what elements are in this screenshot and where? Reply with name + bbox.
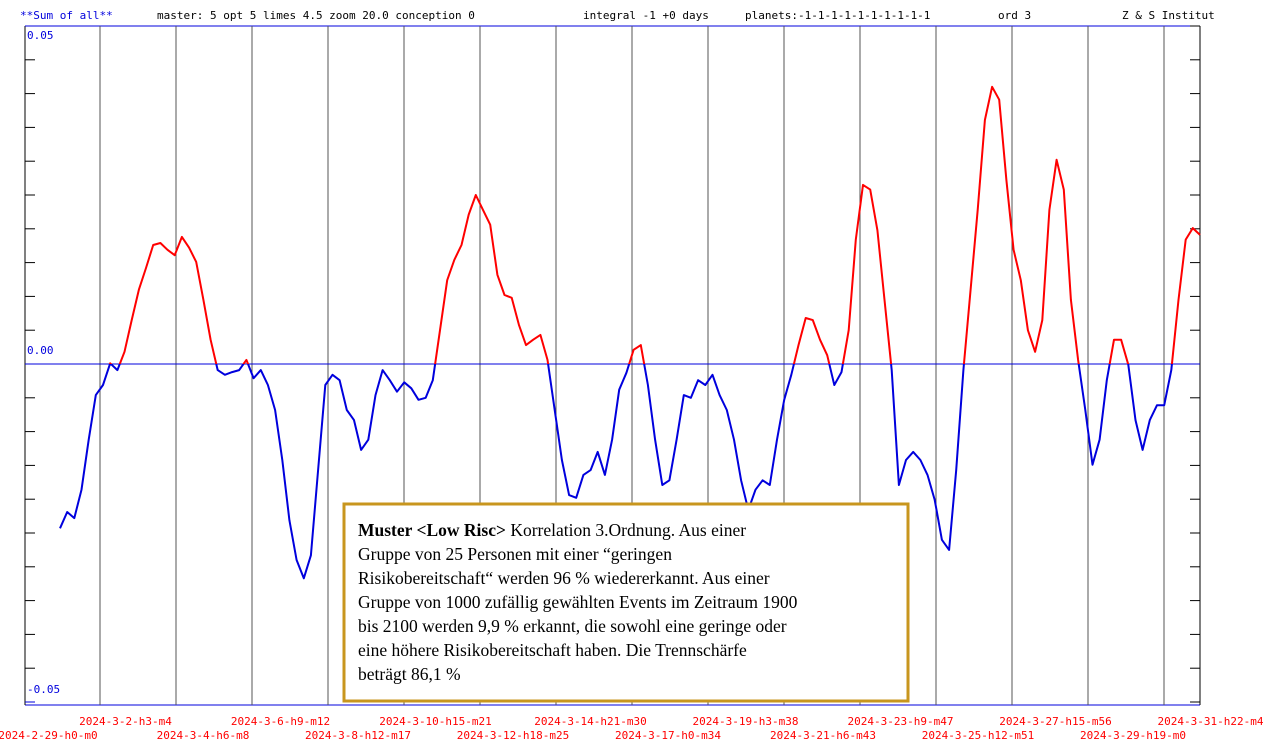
header-text: **Sum of all** (20, 9, 113, 22)
x-tick-label: 2024-3-31-h22-m4 (1158, 715, 1264, 728)
x-tick-label: 2024-3-23-h9-m47 (848, 715, 954, 728)
header-text: master: 5 opt 5 limes 4.5 zoom 20.0 conc… (157, 9, 475, 22)
annotation-line: Risikobereitschaft“ werden 96 % wiederer… (358, 568, 770, 588)
y-tick-label: -0.05 (27, 683, 60, 696)
y-tick-label: 0.05 (27, 29, 54, 42)
y-tick-label: 0.00 (27, 344, 54, 357)
x-tick-label: 2024-3-2-h3-m4 (79, 715, 172, 728)
x-tick-label: 2024-3-25-h12-m51 (922, 729, 1035, 742)
x-tick-label: 2024-3-6-h9-m12 (231, 715, 330, 728)
annotation-line: beträgt 86,1 % (358, 664, 461, 684)
x-tick-label: 2024-3-29-h19-m0 (1080, 729, 1186, 742)
x-tick-label: 2024-3-14-h21-m30 (534, 715, 647, 728)
annotation-line: bis 2100 werden 9,9 % erkannt, die sowoh… (358, 616, 787, 636)
annotation-line: eine höhere Risikobereitschaft haben. Di… (358, 640, 747, 660)
x-tick-label: 2024-3-19-h3-m38 (693, 715, 799, 728)
header-text: Z & S Institut (1122, 9, 1215, 22)
x-tick-label: 2024-3-4-h6-m8 (157, 729, 250, 742)
series-line (59, 85, 1201, 580)
header-text: planets:-1-1-1-1-1-1-1-1-1-1 (745, 9, 930, 22)
annotation-text: Korrelation 3.Ordnung. Aus einer (506, 520, 746, 540)
annotation-bold: Muster <Low Risc> (358, 520, 506, 540)
x-tick-label: 2024-3-27-h15-m56 (999, 715, 1112, 728)
annotation-line: Gruppe von 25 Personen mit einer “gering… (358, 544, 672, 564)
header-text: ord 3 (998, 9, 1031, 22)
annotation-box (342, 502, 910, 703)
annotation-line: Gruppe von 1000 zufällig gewählten Event… (358, 592, 798, 612)
annotation: Muster <Low Risc> Korrelation 3.Ordnung.… (342, 502, 910, 703)
x-tick-label: 2024-3-12-h18-m25 (457, 729, 570, 742)
x-tick-label: 2024-3-17-h0-m34 (615, 729, 721, 742)
x-tick-label: 2024-3-8-h12-m17 (305, 729, 411, 742)
header-text: integral -1 +0 days (583, 9, 709, 22)
x-tick-label: 2024-2-29-h0-m0 (0, 729, 98, 742)
annotation-line: Muster <Low Risc> Korrelation 3.Ordnung.… (358, 520, 746, 540)
x-tick-label: 2024-3-10-h15-m21 (379, 715, 492, 728)
x-tick-label: 2024-3-21-h6-m43 (770, 729, 876, 742)
